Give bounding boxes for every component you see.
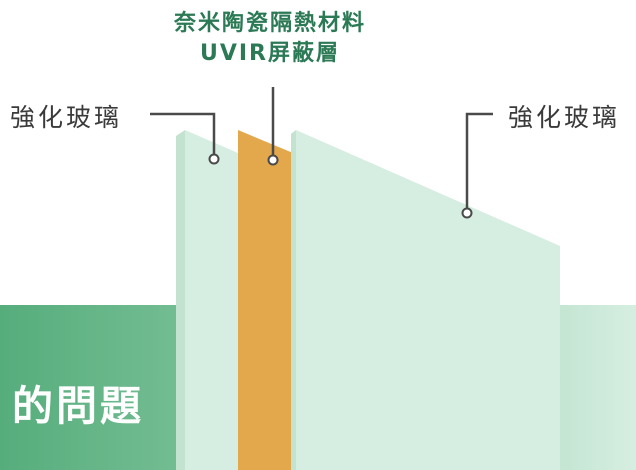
right-glass-panel — [296, 130, 560, 470]
banner-text: 的問題 — [12, 382, 144, 430]
uvir-layer-title: 奈米陶瓷隔熱材料 UVIR屏蔽層 — [100, 9, 440, 69]
right-leader-line — [465, 112, 493, 210]
middle-leader-dot — [267, 154, 279, 166]
right-glass-edge — [291, 130, 296, 470]
left-leader-line — [150, 112, 216, 157]
right-glass-label: 強化玻璃 — [508, 103, 621, 132]
title-line-1: 奈米陶瓷隔熱材料 — [173, 11, 366, 36]
right-leader-dot — [461, 207, 473, 219]
left-glass-panel — [185, 130, 238, 470]
title-line-2: UVIR屏蔽層 — [199, 41, 341, 66]
left-leader-dot — [208, 153, 220, 165]
uvir-layer — [238, 130, 293, 470]
left-glass-edge — [176, 130, 185, 470]
left-glass-label: 強化玻璃 — [10, 103, 123, 132]
